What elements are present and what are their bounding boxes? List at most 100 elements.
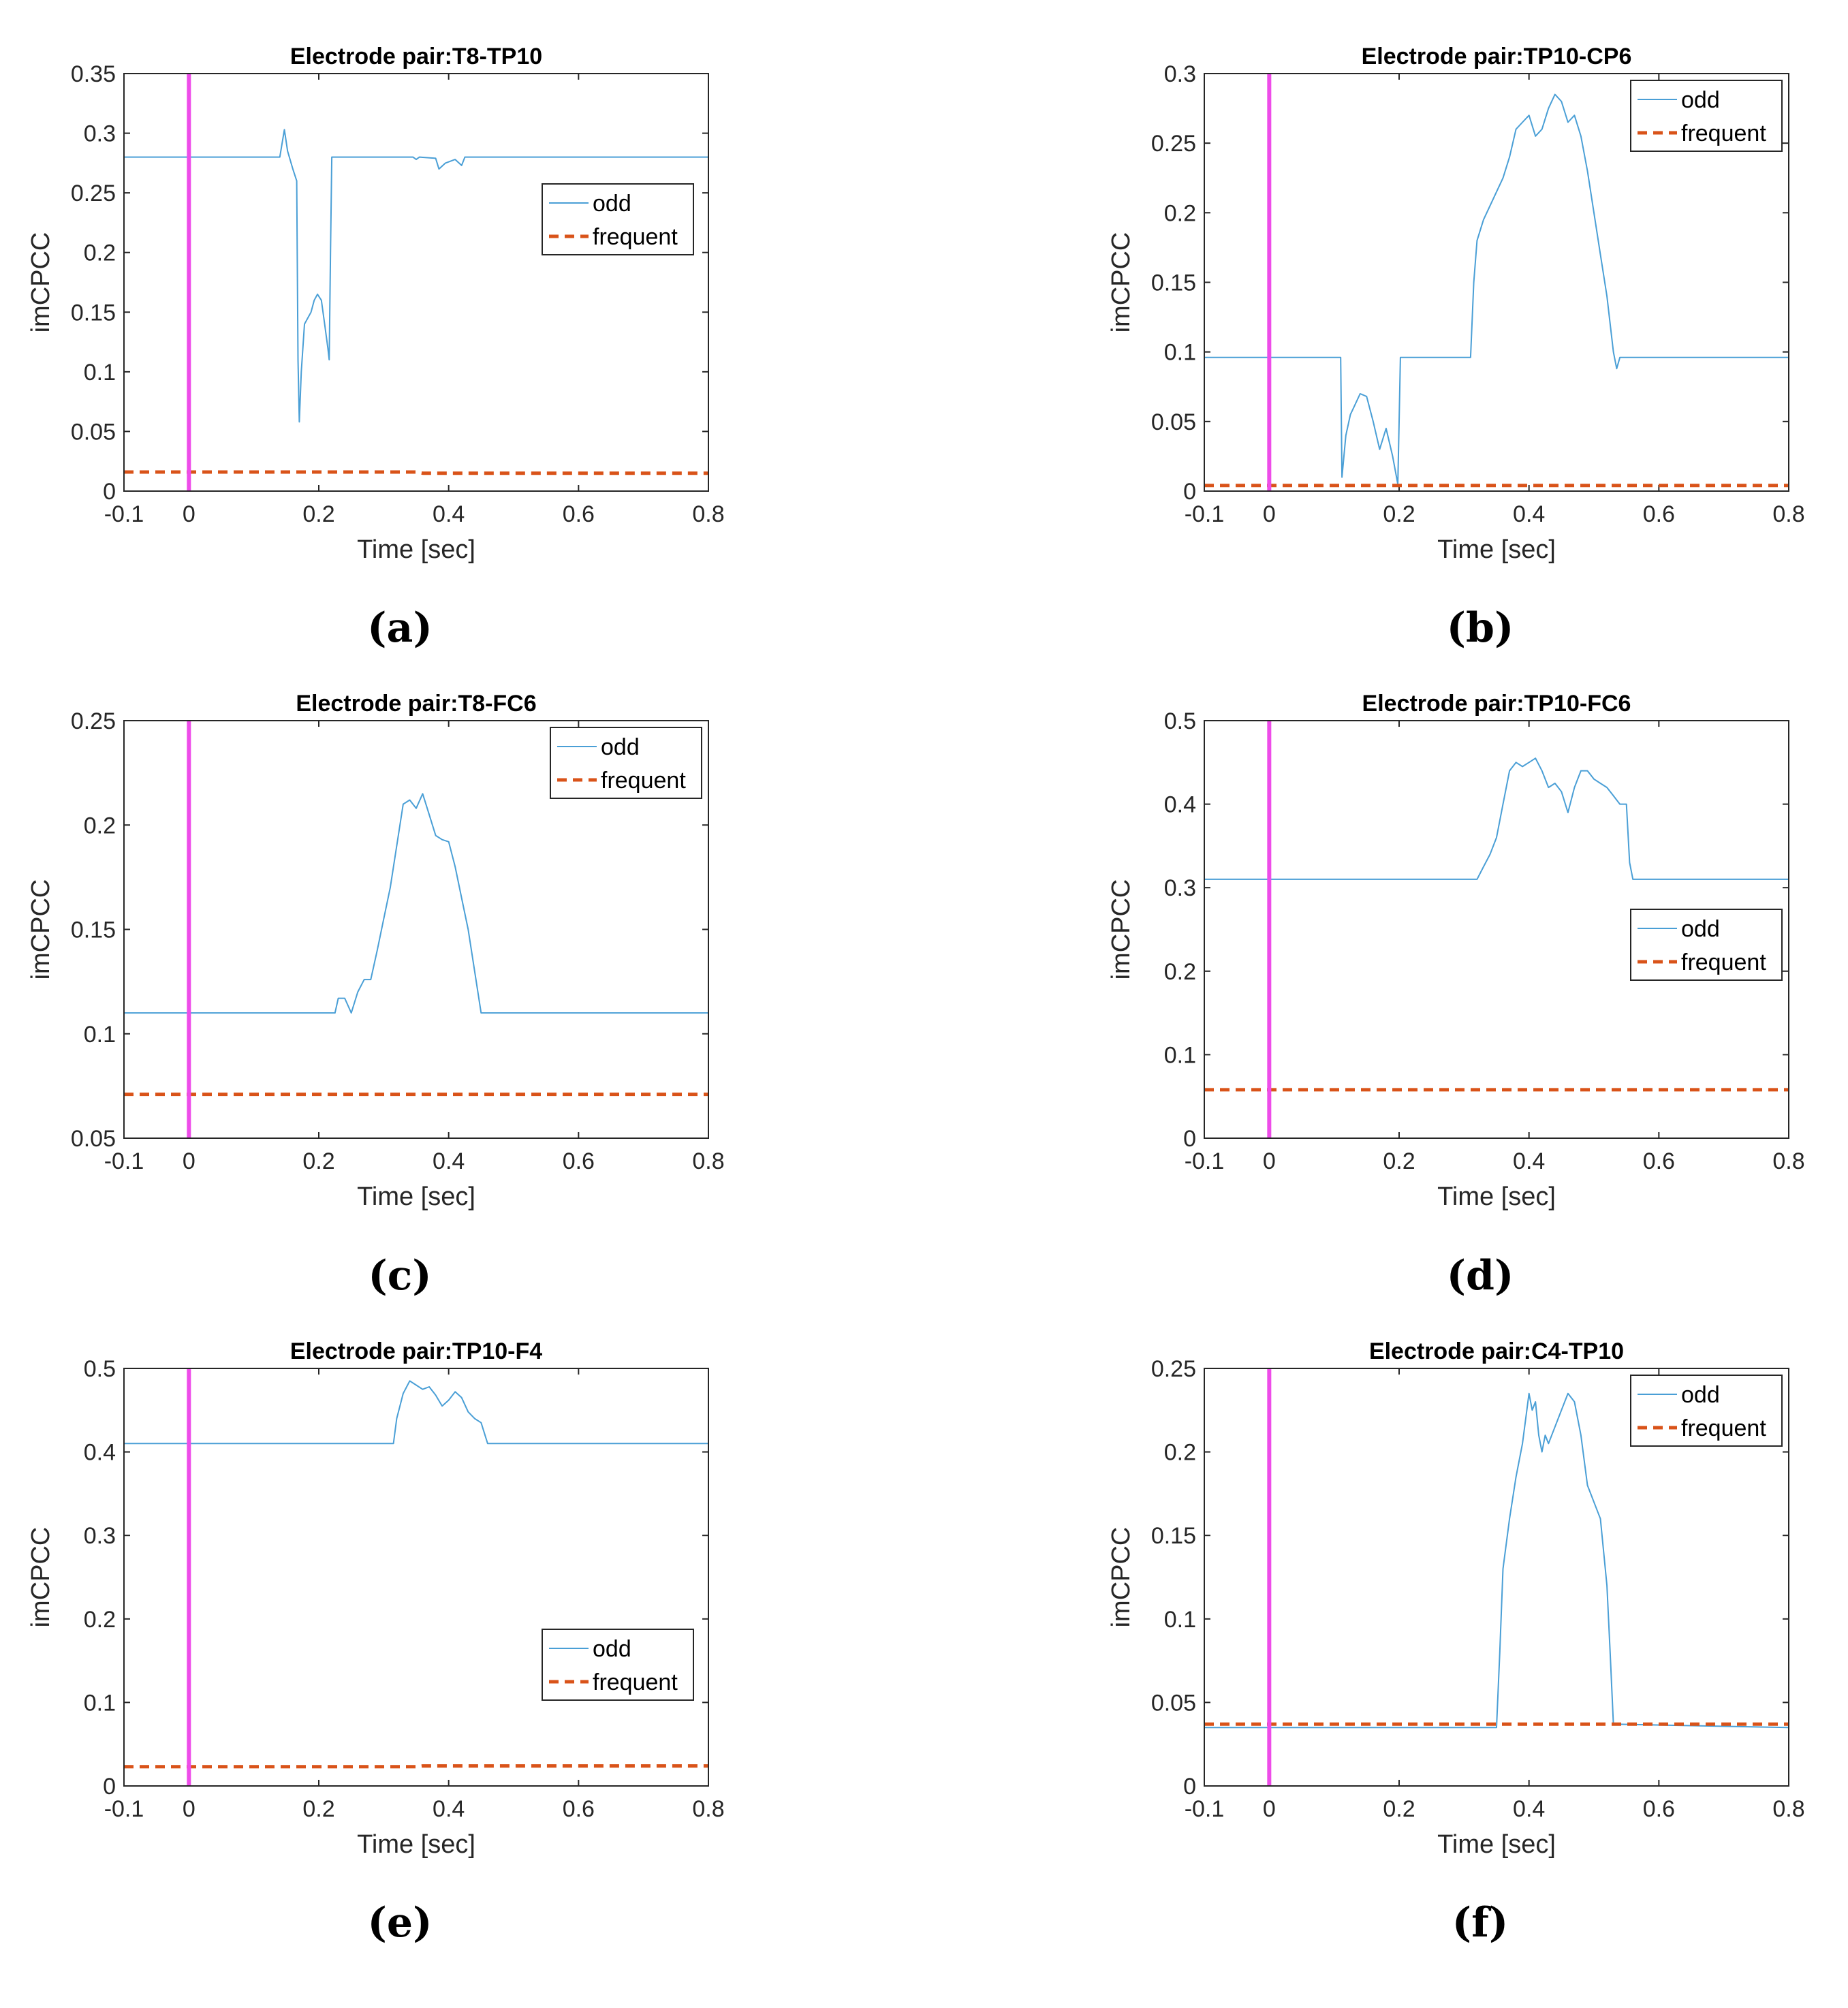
y-axis-label: imCPCC: [27, 1527, 55, 1628]
y-tick-label: 0.4: [1164, 792, 1196, 818]
y-tick-label: 0.1: [84, 1690, 116, 1716]
x-tick-label: -0.1: [104, 501, 144, 527]
y-axis-label: imCPCC: [27, 232, 55, 333]
y-tick-label: 0.2: [1164, 200, 1196, 226]
chart-panel-b: 00.050.10.150.20.250.3-0.1 0 0.2 0.4 0.6 0.8o…: [1107, 44, 1805, 652]
x-axis-label: Time [sec]: [1437, 1182, 1556, 1211]
legend-label-frequent: frequent: [593, 224, 678, 250]
legend: odd frequent: [1630, 80, 1783, 152]
y-axis-label: imCPCC: [1107, 232, 1136, 333]
y-tick-label: 0.15: [71, 917, 116, 943]
axes-frame: [1204, 720, 1789, 1139]
x-tick-label: 0.4: [1513, 1148, 1545, 1174]
subfigure-caption: (a): [367, 604, 433, 652]
x-tick-label: 0.8: [1772, 501, 1804, 527]
x-tick-label: 0.2: [302, 1148, 334, 1174]
y-tick-label: 0.4: [84, 1440, 116, 1466]
y-axis-label: imCPCC: [27, 879, 55, 980]
legend-box: [550, 727, 702, 799]
x-tick-label: 0: [1263, 1148, 1276, 1174]
x-tick-label: 0.6: [1643, 1796, 1675, 1822]
y-tick-label: 0.3: [1164, 61, 1196, 87]
y-tick-label: 0.1: [84, 360, 116, 386]
legend: odd frequent: [1630, 1375, 1783, 1447]
x-tick-label: -0.1: [1185, 501, 1225, 527]
x-tick-label: 0.2: [1383, 1796, 1415, 1822]
chart-panel-c: 0.05 0.1 0.15 0.2 0.25 -0.1 0 0.2 0.4 0.6 0.8 odd fr…: [27, 691, 725, 1300]
y-tick-label: 0.15: [71, 300, 116, 326]
y-tick-label: 0.2: [84, 240, 116, 266]
x-tick-label: 0: [1263, 501, 1276, 527]
subfigure-caption: (b): [1447, 604, 1514, 652]
legend-label-frequent: frequent: [593, 1669, 678, 1695]
y-tick-label: 0.25: [71, 708, 116, 734]
y-tick-label: 0.05: [1151, 409, 1196, 435]
x-tick-label: -0.1: [1185, 1796, 1225, 1822]
subfigure-caption: (c): [368, 1252, 431, 1300]
x-axis-label: Time [sec]: [1437, 535, 1556, 564]
chart-panel-a: 00.050.10.150.20.250.30.35-0.1 0 0.2 0.4 0.6…: [27, 44, 725, 652]
y-tick-label: 0.05: [71, 419, 116, 445]
y-tick-label: 0.1: [1164, 1607, 1196, 1633]
x-axis-label: Time [sec]: [357, 1830, 475, 1859]
y-tick-label: 0.5: [1164, 708, 1196, 734]
plot-area: [124, 74, 708, 491]
x-tick-label: 0.4: [1513, 501, 1545, 527]
y-axis-label: imCPCC: [1107, 1527, 1136, 1628]
y-tick-label: 0.1: [84, 1022, 116, 1048]
chart-title: Electrode pair:TP10-F4: [290, 1338, 542, 1364]
x-tick-label: 0.6: [563, 1796, 595, 1822]
x-tick-label: 0.8: [692, 1148, 724, 1174]
legend: odd frequent: [1630, 909, 1783, 981]
x-tick-label: -0.1: [104, 1148, 144, 1174]
x-tick-label: 0.6: [563, 501, 595, 527]
chart-title: Electrode pair:T8-FC6: [296, 691, 536, 717]
x-tick-label: 0.8: [1772, 1796, 1804, 1822]
y-tick-label: 0.05: [1151, 1690, 1196, 1716]
y-tick-label: 0.5: [84, 1356, 116, 1382]
y-tick-label: 0.3: [84, 121, 116, 147]
x-tick-label: 0.8: [692, 1796, 724, 1822]
x-tick-label: 0.8: [692, 501, 724, 527]
y-tick-label: 0: [103, 479, 116, 505]
x-tick-label: 0.8: [1772, 1148, 1804, 1174]
x-tick-label: 0.4: [433, 1148, 465, 1174]
x-tick-label: 0.2: [1383, 1148, 1415, 1174]
legend-box: [542, 1629, 694, 1701]
x-tick-label: 0.2: [302, 501, 334, 527]
chart-title: Electrode pair:TP10-FC6: [1362, 691, 1631, 717]
legend-label-frequent: frequent: [1681, 121, 1766, 146]
legend-label-odd: odd: [1681, 1382, 1720, 1408]
x-tick-label: 0.4: [433, 501, 465, 527]
chart-panel-e: 00.10.20.30.40.5-0.1 0 0.2 0.4 0.6 0.8oddfreq…: [27, 1338, 725, 1947]
y-tick-label: 0.3: [84, 1523, 116, 1549]
subfigure-caption: (e): [368, 1899, 433, 1947]
y-tick-label: 0.25: [71, 181, 116, 206]
legend-label-odd: odd: [1681, 87, 1720, 113]
chart-panel-d: 00.10.20.30.40.5-0.1 0 0.2 0.4 0.6 0.8oddfreq…: [1107, 691, 1805, 1300]
y-tick-label: 0.35: [71, 61, 116, 87]
series-line-frequent: [124, 1764, 708, 1769]
legend-label-odd: odd: [593, 191, 631, 217]
y-tick-label: 0.1: [1164, 340, 1196, 366]
x-tick-label: -0.1: [104, 1796, 144, 1822]
x-tick-label: 0.2: [1383, 501, 1415, 527]
legend-box: [542, 183, 694, 255]
y-tick-label: 0.2: [1164, 1440, 1196, 1466]
y-tick-label: 0.15: [1151, 1523, 1196, 1549]
y-tick-label: 0: [1183, 1774, 1196, 1800]
series-line-odd: [124, 129, 708, 423]
axes-frame: [123, 1368, 709, 1787]
y-tick-label: 0.2: [84, 1607, 116, 1633]
subfigure-caption: (d): [1447, 1252, 1514, 1300]
legend-label-frequent: frequent: [601, 768, 686, 794]
legend-label-odd: odd: [1681, 916, 1720, 942]
legend: odd frequent: [550, 727, 702, 799]
x-tick-label: 0.6: [1643, 1148, 1675, 1174]
x-tick-label: 0.6: [563, 1148, 595, 1174]
x-tick-label: 0: [183, 1148, 195, 1174]
legend-label-frequent: frequent: [1681, 1415, 1766, 1441]
series-line-frequent: [124, 470, 708, 475]
y-tick-label: 0.25: [1151, 1356, 1196, 1382]
x-tick-label: 0: [1263, 1796, 1276, 1822]
